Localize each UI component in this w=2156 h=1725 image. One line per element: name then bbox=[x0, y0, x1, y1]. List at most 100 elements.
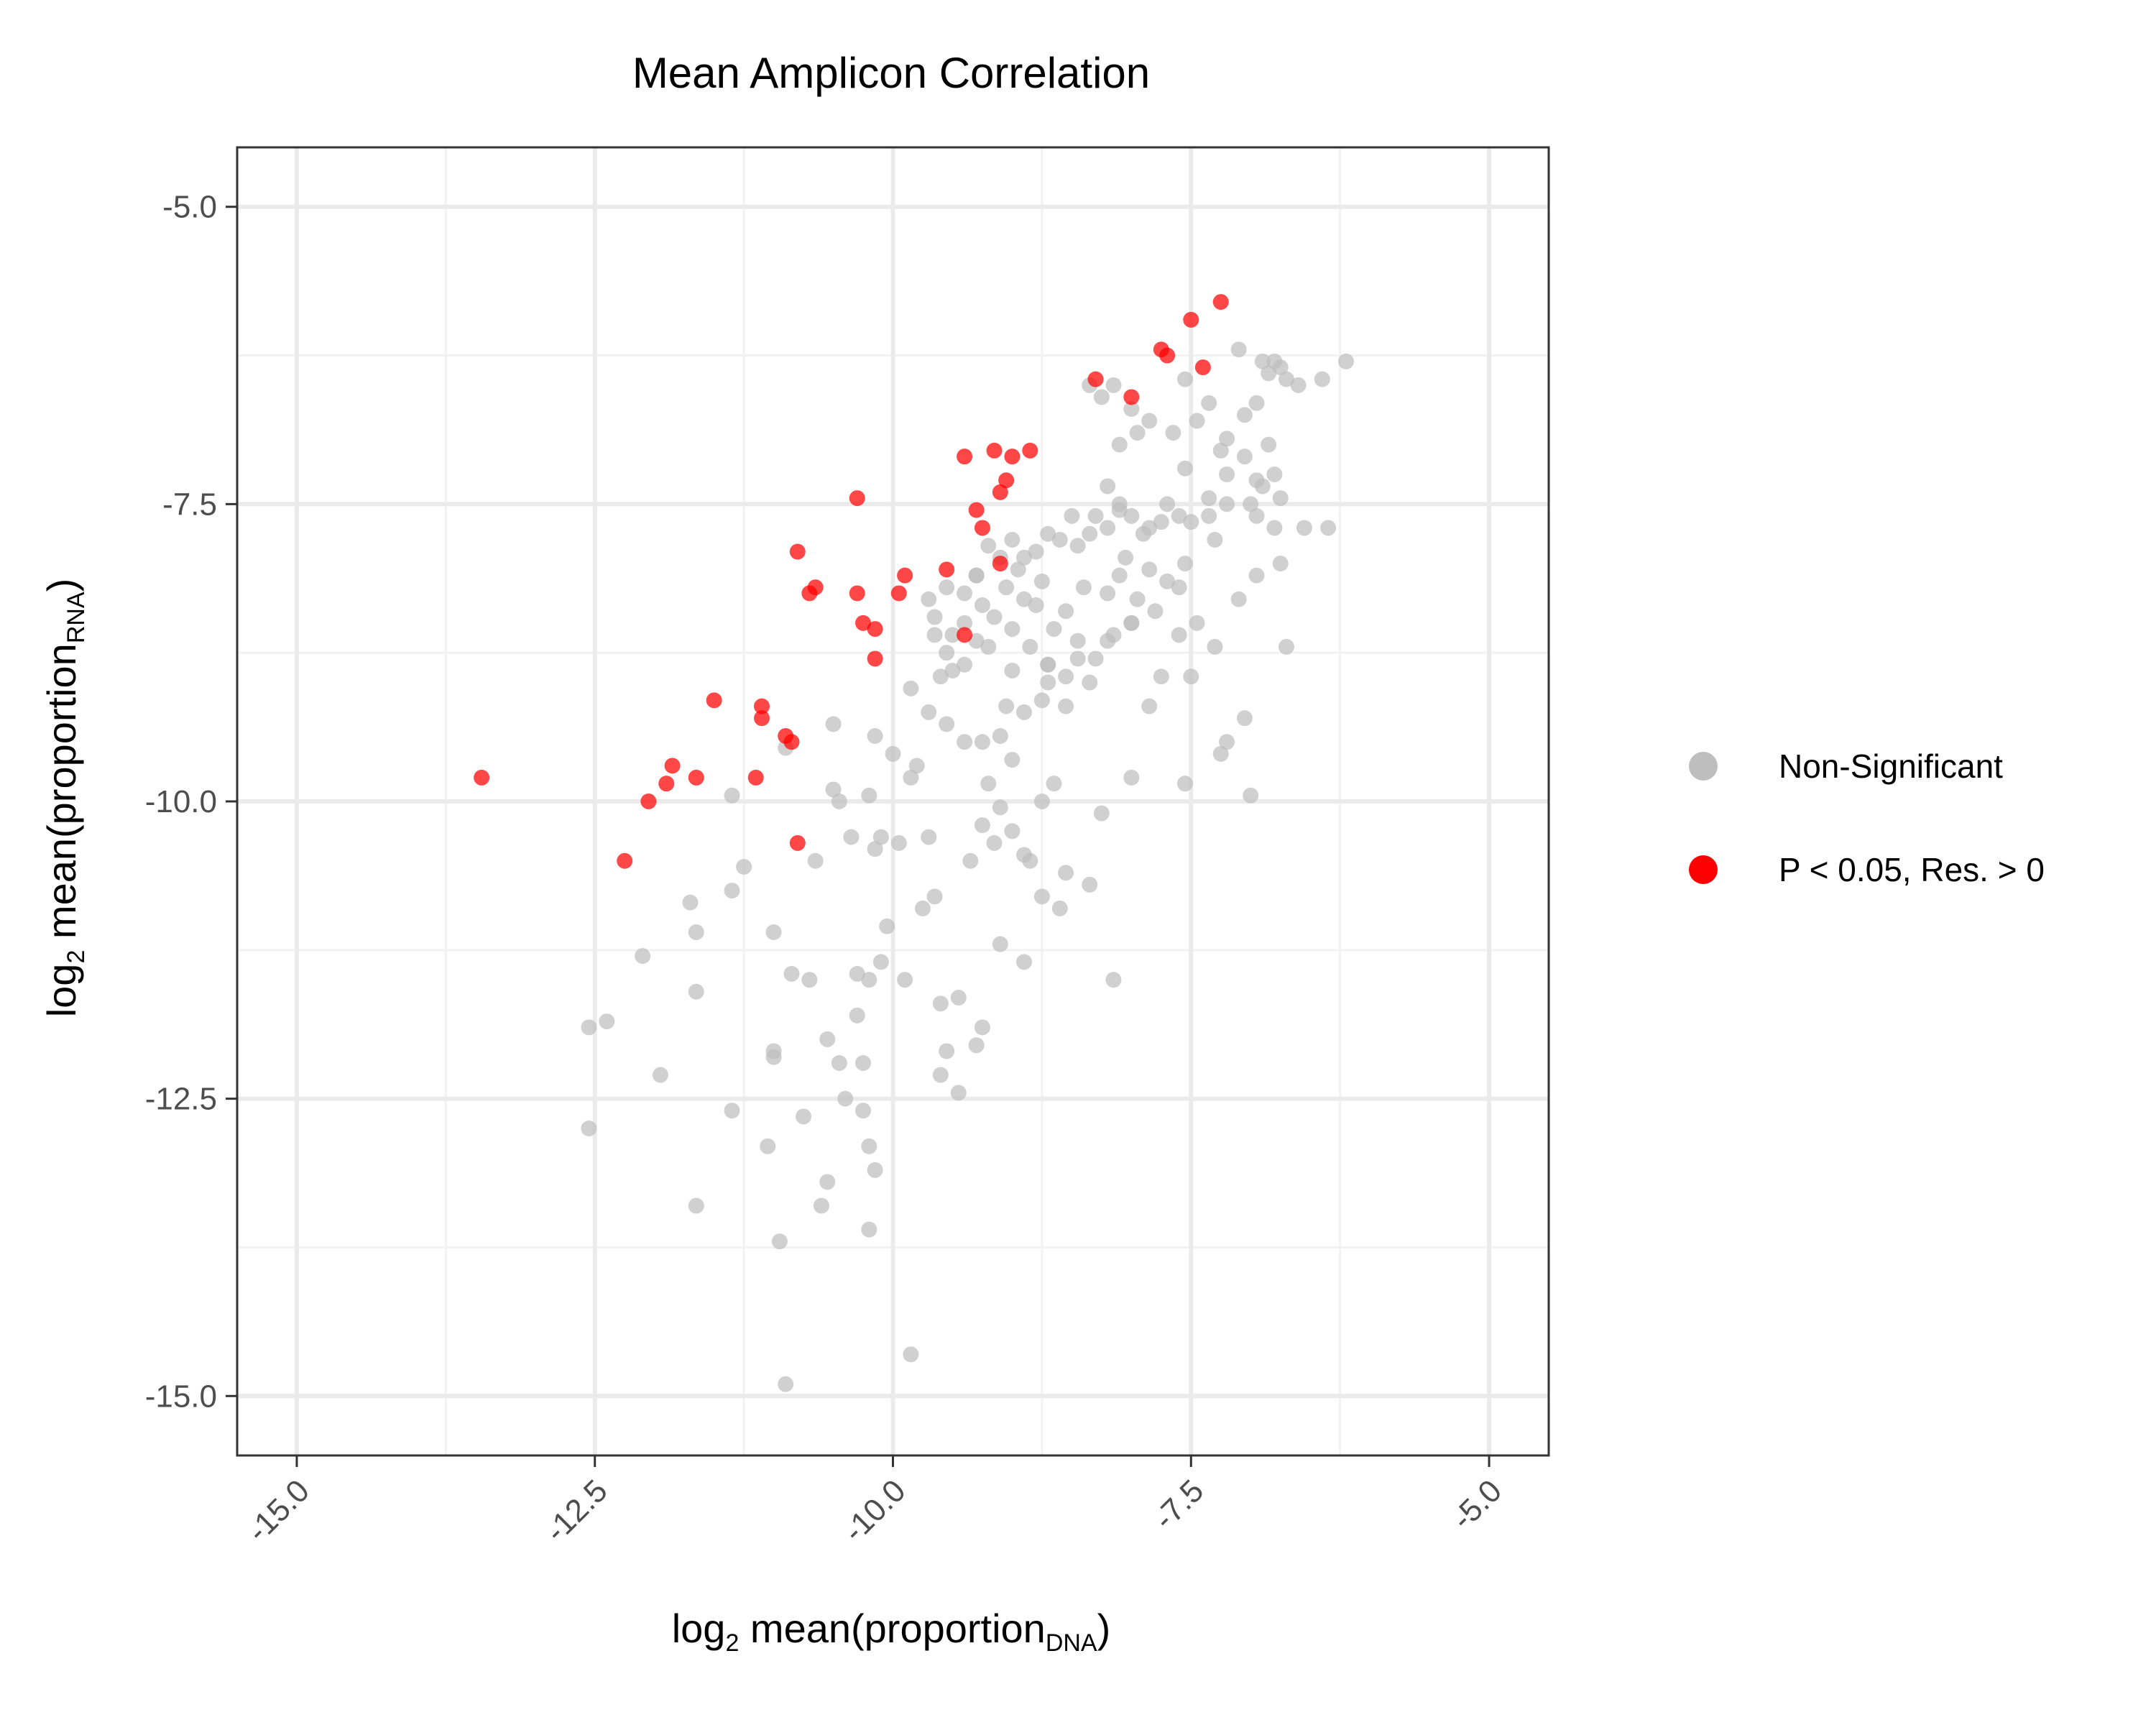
point-non-significant bbox=[1201, 507, 1217, 524]
point-significant bbox=[968, 502, 985, 518]
point-non-significant bbox=[765, 924, 782, 940]
grid-lines bbox=[237, 147, 1549, 1455]
point-non-significant bbox=[974, 817, 990, 834]
point-non-significant bbox=[897, 972, 913, 988]
point-non-significant bbox=[944, 663, 961, 678]
y-axis-title-sub: RNA bbox=[63, 592, 90, 643]
point-non-significant bbox=[957, 656, 973, 673]
point-non-significant bbox=[1248, 472, 1265, 489]
point-non-significant bbox=[1046, 621, 1062, 638]
point-non-significant bbox=[980, 538, 997, 554]
point-non-significant bbox=[581, 1121, 597, 1136]
point-significant bbox=[688, 769, 704, 786]
point-non-significant bbox=[1207, 638, 1223, 655]
point-non-significant bbox=[1004, 663, 1021, 678]
point-non-significant bbox=[1004, 823, 1021, 840]
point-non-significant bbox=[1105, 377, 1122, 393]
point-non-significant bbox=[1028, 597, 1044, 613]
point-non-significant bbox=[813, 1197, 829, 1214]
point-non-significant bbox=[682, 894, 699, 911]
point-non-significant bbox=[771, 1233, 788, 1250]
legend-label-non-significant: Non-Significant bbox=[1779, 748, 2003, 785]
point-non-significant bbox=[926, 888, 943, 905]
point-significant bbox=[986, 442, 1003, 459]
point-non-significant bbox=[932, 668, 949, 685]
point-non-significant bbox=[807, 852, 824, 869]
chart-title: Mean Amplicon Correlation bbox=[632, 49, 1150, 97]
point-non-significant bbox=[872, 954, 889, 970]
legend: Non-Significant P < 0.05, Res. > 0 bbox=[1689, 748, 2045, 888]
point-non-significant bbox=[1219, 496, 1235, 512]
point-significant bbox=[957, 448, 973, 465]
point-non-significant bbox=[974, 734, 990, 750]
point-non-significant bbox=[908, 758, 925, 774]
point-non-significant bbox=[688, 983, 704, 1000]
point-non-significant bbox=[688, 1197, 704, 1214]
point-significant bbox=[1183, 311, 1199, 328]
point-non-significant bbox=[950, 990, 967, 1006]
point-non-significant bbox=[1040, 656, 1056, 673]
point-non-significant bbox=[1016, 954, 1032, 970]
point-non-significant bbox=[1046, 776, 1062, 792]
point-non-significant bbox=[980, 776, 997, 792]
y-axis-title-base: 2 bbox=[63, 950, 90, 964]
point-non-significant bbox=[1087, 507, 1104, 524]
point-non-significant bbox=[1171, 507, 1187, 524]
point-non-significant bbox=[1320, 520, 1337, 536]
point-non-significant bbox=[599, 1013, 615, 1030]
x-tick-label: -5.0 bbox=[1445, 1473, 1508, 1536]
point-non-significant bbox=[968, 1037, 985, 1054]
point-non-significant bbox=[1058, 698, 1074, 714]
point-non-significant bbox=[1033, 573, 1050, 589]
point-significant bbox=[1159, 347, 1176, 364]
point-non-significant bbox=[1207, 532, 1223, 548]
point-non-significant bbox=[962, 852, 979, 869]
point-non-significant bbox=[939, 579, 955, 596]
x-tick-label: -15.0 bbox=[240, 1473, 316, 1549]
point-non-significant bbox=[1016, 704, 1032, 720]
point-significant bbox=[867, 621, 883, 638]
point-non-significant bbox=[635, 948, 651, 965]
point-non-significant bbox=[867, 1162, 883, 1178]
point-significant bbox=[789, 834, 806, 851]
point-non-significant bbox=[1135, 525, 1151, 542]
point-non-significant bbox=[867, 841, 883, 857]
y-axis-title-close: ) bbox=[39, 579, 84, 592]
point-significant bbox=[867, 650, 883, 667]
point-non-significant bbox=[932, 995, 949, 1012]
point-non-significant bbox=[1248, 507, 1265, 524]
point-non-significant bbox=[1082, 674, 1098, 691]
point-non-significant bbox=[968, 632, 985, 649]
point-non-significant bbox=[885, 745, 901, 762]
point-non-significant bbox=[855, 1055, 872, 1071]
point-non-significant bbox=[903, 1346, 919, 1363]
point-non-significant bbox=[1248, 567, 1265, 584]
point-non-significant bbox=[1123, 615, 1140, 631]
point-non-significant bbox=[1230, 341, 1247, 358]
point-non-significant bbox=[980, 638, 997, 655]
point-non-significant bbox=[1111, 436, 1128, 453]
point-significant bbox=[992, 556, 1008, 572]
x-axis-title-base: 2 bbox=[725, 1629, 739, 1657]
point-non-significant bbox=[724, 883, 740, 899]
point-non-significant bbox=[903, 680, 919, 696]
point-non-significant bbox=[968, 567, 985, 584]
point-non-significant bbox=[849, 1007, 865, 1024]
point-non-significant bbox=[1272, 490, 1289, 507]
point-significant bbox=[640, 794, 657, 809]
point-non-significant bbox=[861, 787, 877, 804]
point-significant bbox=[754, 698, 770, 714]
point-non-significant bbox=[1176, 556, 1193, 572]
point-non-significant bbox=[1254, 353, 1271, 369]
point-non-significant bbox=[957, 615, 973, 631]
point-non-significant bbox=[1058, 668, 1074, 685]
point-non-significant bbox=[1261, 436, 1277, 453]
point-non-significant bbox=[1051, 532, 1068, 548]
point-non-significant bbox=[1100, 632, 1116, 649]
point-non-significant bbox=[736, 859, 752, 875]
point-non-significant bbox=[1230, 591, 1247, 607]
point-non-significant bbox=[861, 1221, 877, 1238]
point-non-significant bbox=[1082, 525, 1098, 542]
point-non-significant bbox=[1272, 359, 1289, 376]
point-non-significant bbox=[1183, 668, 1199, 685]
